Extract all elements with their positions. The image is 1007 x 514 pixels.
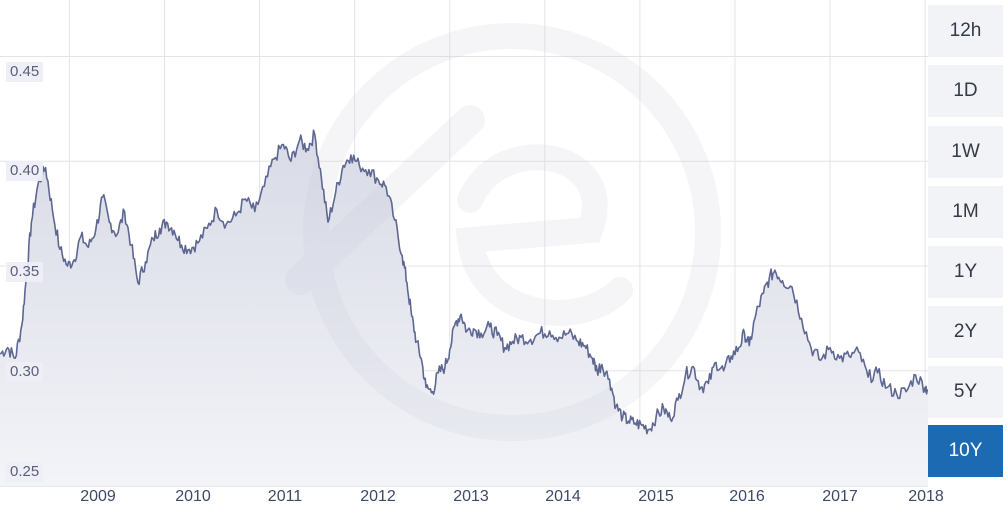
rate-line [0, 129, 928, 435]
x-tick-label-2012: 2012 [360, 488, 396, 505]
y-tick-label-040: 0.40 [6, 161, 44, 181]
area-fill [0, 130, 928, 487]
x-tick-label-2018: 2018 [908, 488, 944, 505]
period-button-1w[interactable]: 1W [928, 126, 1003, 179]
period-button-12h[interactable]: 12h [928, 5, 1003, 58]
y-tick-label-030: 0.30 [6, 362, 44, 382]
x-tick-label-2016: 2016 [729, 488, 765, 505]
y-tick-label-045: 0.45 [6, 62, 44, 82]
x-tick-label-2011: 2011 [267, 488, 303, 505]
period-selector: 12h 1D 1W 1M 1Y 2Y 5Y 10Y [928, 0, 1007, 514]
period-button-1d[interactable]: 1D [928, 65, 1003, 118]
x-tick-label-2010: 2010 [175, 488, 211, 505]
x-tick-label-2015: 2015 [638, 488, 674, 505]
period-button-1m[interactable]: 1M [928, 186, 1003, 239]
period-button-1y[interactable]: 1Y [928, 246, 1003, 299]
x-tick-label-2009: 2009 [80, 488, 116, 505]
chart-canvas[interactable] [0, 0, 928, 514]
x-tick-label-2013: 2013 [453, 488, 489, 505]
period-button-5y[interactable]: 5Y [928, 366, 1003, 419]
xe-watermark-logo [285, 23, 721, 441]
period-button-10y[interactable]: 10Y [928, 425, 1003, 478]
y-tick-label-025: 0.25 [6, 462, 44, 482]
x-tick-label-2017: 2017 [822, 488, 858, 505]
y-tick-label-035: 0.35 [6, 262, 44, 282]
x-tick-label-2014: 2014 [545, 488, 581, 505]
period-button-2y[interactable]: 2Y [928, 306, 1003, 359]
